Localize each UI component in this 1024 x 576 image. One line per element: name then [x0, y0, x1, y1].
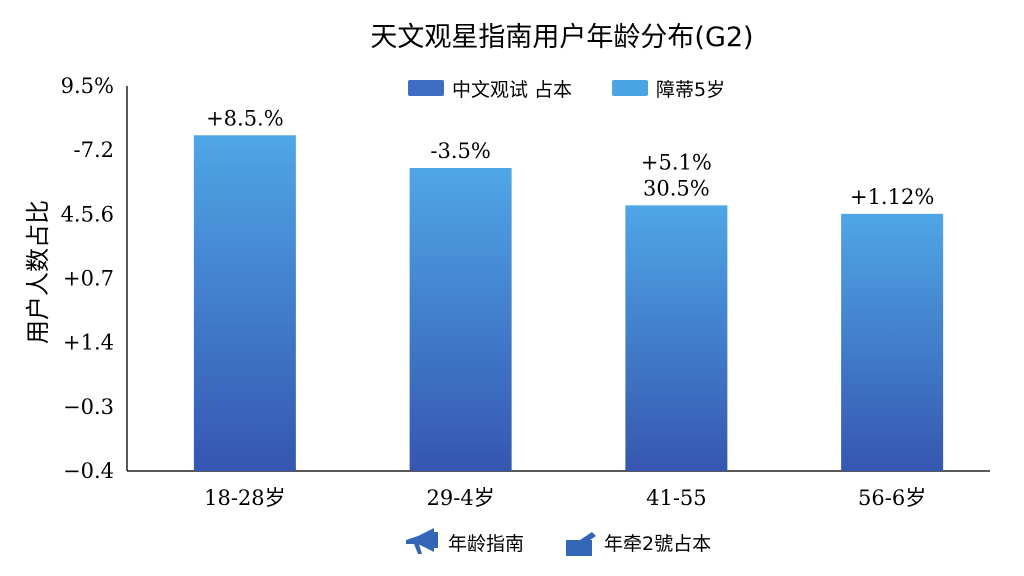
- data-label: 30.5%: [643, 176, 710, 200]
- x-tick-label: 56-6岁: [858, 486, 926, 510]
- bar-chart-icon: [566, 532, 596, 556]
- bar: [625, 205, 728, 471]
- legend-swatch-2: [612, 80, 648, 96]
- y-axis-ticks: 9.5% -7.2 4.5.6 +0.7 +1.4 −0.3 −0.4: [61, 74, 114, 483]
- data-label: +5.1%: [641, 150, 712, 174]
- y-tick-label: 4.5.6: [61, 202, 114, 226]
- legend-bottom: 年龄指南 年牵2號占本: [406, 528, 711, 556]
- bar: [193, 135, 296, 471]
- y-tick-label: -7.2: [74, 138, 115, 162]
- data-label: -3.5%: [430, 139, 490, 163]
- legend-label-1: 中文观试 占本: [452, 79, 572, 101]
- x-tick-label: 41-55: [646, 486, 707, 510]
- y-tick-label: −0.3: [63, 395, 114, 419]
- y-axis-label: 用户人数占比: [24, 200, 52, 344]
- data-label: +1.12%: [850, 185, 934, 209]
- y-tick-label: +1.4: [63, 331, 114, 355]
- y-tick-label: +0.7: [63, 267, 114, 291]
- bars: +8.5.% -3.5% +5.1%30.5% +1.12%: [193, 106, 944, 471]
- x-axis-categories: 18-28岁 29-4岁 41-55 56-6岁: [204, 486, 926, 510]
- x-tick-label: 18-28岁: [204, 486, 286, 510]
- bar: [841, 213, 944, 471]
- bar: [409, 168, 512, 471]
- legend-top: 中文观试 占本 障蒂5岁: [408, 79, 725, 101]
- megaphone-icon: [406, 528, 438, 554]
- x-tick-label: 29-4岁: [427, 486, 495, 510]
- data-label: +8.5.%: [206, 106, 284, 130]
- legend-swatch-1: [408, 80, 444, 96]
- legend-bottom-label-2: 年牵2號占本: [604, 533, 711, 555]
- y-tick-label: −0.4: [63, 459, 114, 483]
- chart-title: 天文观星指南用户年龄分布(G2): [370, 22, 753, 53]
- legend-bottom-label-1: 年龄指南: [448, 533, 524, 555]
- y-tick-label: 9.5%: [61, 74, 114, 98]
- legend-label-2: 障蒂5岁: [656, 79, 725, 101]
